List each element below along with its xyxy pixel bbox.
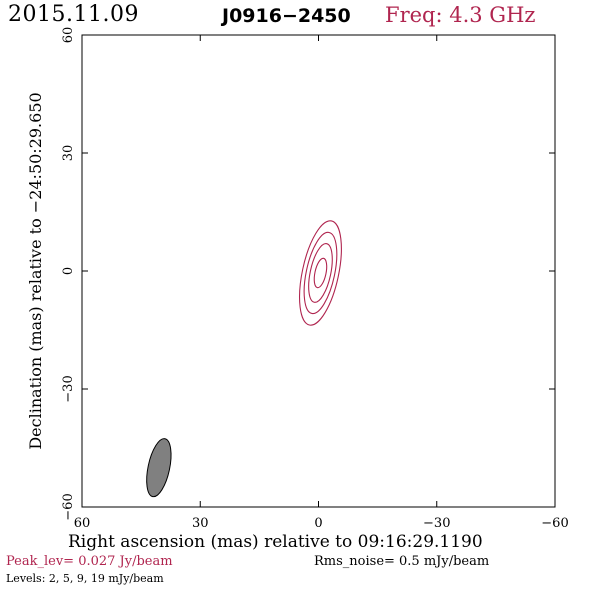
x-tick-label: 30 <box>192 516 209 531</box>
x-tick-label: −60 <box>541 516 568 531</box>
peak-level: Peak_lev= 0.027 Jy/beam <box>6 554 173 569</box>
y-tick-label: 30 <box>61 145 76 162</box>
x-tick-label: 60 <box>74 516 91 531</box>
frequency-label: Freq: 4.3 GHz <box>385 3 536 27</box>
y-axis-label: Declination (mas) relative to −24:50:29.… <box>26 92 45 449</box>
observation-date: 2015.11.09 <box>8 2 139 27</box>
axis-tick-labels: 60 30 0 −30 −60 −60 −30 0 30 60 <box>61 27 569 531</box>
rms-noise: Rms_noise= 0.5 mJy/beam <box>314 554 490 569</box>
restoring-beam <box>146 438 172 498</box>
x-tick-label: 0 <box>314 516 322 531</box>
beam-shape <box>146 438 172 498</box>
contour-line <box>299 220 342 326</box>
x-tick-label: −30 <box>423 516 450 531</box>
contour-line <box>308 243 333 303</box>
y-tick-label: 60 <box>61 27 76 44</box>
axis-ticks <box>81 34 556 508</box>
contour-levels: Levels: 2, 5, 9, 19 mJy/beam <box>6 572 164 585</box>
x-axis-label: Right ascension (mas) relative to 09:16:… <box>68 532 483 552</box>
contour-set <box>299 220 342 326</box>
contour-line <box>303 231 338 315</box>
y-tick-label: −60 <box>61 493 76 520</box>
y-tick-label: 0 <box>61 267 76 275</box>
y-tick-label: −30 <box>61 375 76 402</box>
contour-line <box>313 257 328 289</box>
plot-frame <box>81 34 556 508</box>
source-name: J0916−2450 <box>222 5 351 27</box>
